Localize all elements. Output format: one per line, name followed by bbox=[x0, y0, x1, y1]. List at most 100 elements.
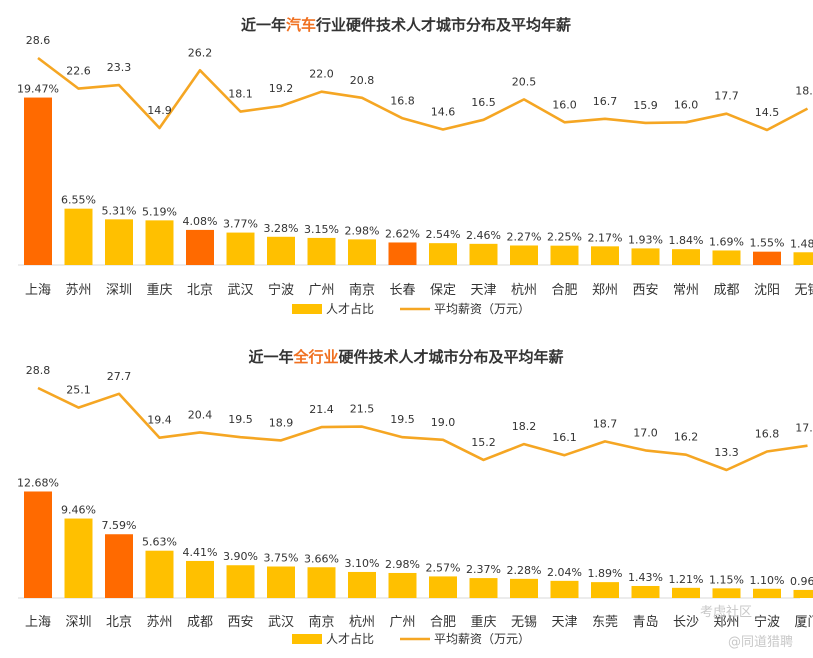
chart1-category-4: 北京 bbox=[187, 283, 213, 298]
chart1-salary-label-18: 14.5 bbox=[755, 106, 780, 119]
chart1-salary-line bbox=[37, 56, 809, 132]
chart2-legend: 人才占比 平均薪资（万元） bbox=[292, 631, 530, 646]
chart2-title-highlight: 全行业 bbox=[292, 348, 338, 366]
chart2-legend-bar-swatch bbox=[292, 634, 322, 644]
chart2-salary-label-5: 19.5 bbox=[228, 413, 253, 426]
chart1-title-highlight: 汽车 bbox=[286, 16, 316, 34]
chart1-bar-12 bbox=[510, 245, 538, 265]
chart1-legend-bar-label: 人才占比 bbox=[326, 301, 374, 316]
chart2-bar-8 bbox=[348, 571, 376, 598]
chart1-salary-label-5: 18.1 bbox=[228, 88, 253, 101]
chart2-category-13: 天津 bbox=[551, 615, 577, 630]
chart1-salary-label-14: 16.7 bbox=[593, 95, 618, 108]
chart1-bar-label-0: 19.47% bbox=[17, 83, 59, 96]
chart1-title-prefix: 近一年 bbox=[241, 16, 286, 34]
chart1-bar-10 bbox=[429, 243, 457, 265]
chart2-category-4: 成都 bbox=[187, 615, 213, 630]
chart1-bar-18 bbox=[753, 251, 781, 265]
chart2-category-3: 苏州 bbox=[146, 614, 172, 630]
chart1-category-5: 武汉 bbox=[227, 283, 253, 298]
chart2-category-11: 重庆 bbox=[470, 614, 496, 630]
chart2-bar-label-2: 7.59% bbox=[102, 519, 137, 532]
chart1-salary-label-2: 23.3 bbox=[107, 61, 132, 74]
chart1-bar-label-3: 5.19% bbox=[142, 205, 177, 218]
chart1-category-16: 常州 bbox=[673, 283, 699, 298]
chart1-category-9: 长春 bbox=[389, 283, 415, 298]
chart2-category-9: 广州 bbox=[389, 615, 415, 630]
chart1-category-15: 西安 bbox=[632, 283, 658, 298]
chart2-bar-7 bbox=[307, 567, 336, 598]
chart2-bar-13 bbox=[550, 580, 579, 598]
chart2-salary-label-18: 16.8 bbox=[755, 427, 780, 440]
chart1-bar-label-9: 2.62% bbox=[385, 227, 420, 240]
chart2-salary-label-8: 21.5 bbox=[350, 403, 375, 416]
chart1-bar-label-15: 1.93% bbox=[628, 233, 663, 246]
chart1-category-19: 无锡 bbox=[794, 283, 813, 298]
chart2-salary-label-0: 28.8 bbox=[26, 364, 51, 377]
chart1-bar-label-4: 4.08% bbox=[183, 215, 218, 228]
chart2-bar-label-19: 0.96% bbox=[790, 575, 813, 588]
chart1-bar-label-14: 2.17% bbox=[588, 231, 623, 244]
chart1-title: 近一年汽车行业硬件技术人才城市分布及平均年薪 bbox=[241, 16, 571, 34]
chart1-salary-label-13: 16.0 bbox=[552, 98, 577, 111]
chart1-bar-label-6: 3.28% bbox=[264, 222, 299, 235]
chart1-salary-label-19: 18.7 bbox=[795, 85, 813, 98]
chart1-bar-16 bbox=[672, 249, 700, 265]
chart2-salary-label-13: 16.1 bbox=[552, 431, 577, 444]
chart1-legend-line-label: 平均薪资（万元） bbox=[434, 302, 530, 316]
chart2-salary-label-3: 19.4 bbox=[147, 414, 172, 427]
chart1-bar-label-11: 2.46% bbox=[466, 229, 501, 242]
chart1-bar-label-2: 5.31% bbox=[102, 204, 137, 217]
chart1-bar-5 bbox=[226, 232, 255, 265]
chart2-title-prefix: 近一年 bbox=[248, 348, 293, 366]
chart2-category-0: 上海 bbox=[25, 615, 51, 630]
chart2-legend-bar-label: 人才占比 bbox=[326, 631, 374, 646]
chart2-bar-label-6: 3.75% bbox=[264, 552, 299, 565]
chart2-bar-label-7: 3.66% bbox=[304, 552, 339, 565]
chart1-bar-2 bbox=[105, 219, 133, 265]
chart2-category-18: 宁波 bbox=[754, 614, 780, 630]
chart2-salary-label-15: 17.0 bbox=[633, 426, 658, 439]
chart2-category-8: 杭州 bbox=[349, 615, 375, 630]
chart2-bar-6 bbox=[267, 566, 295, 598]
chart2-bar-label-9: 2.98% bbox=[385, 558, 420, 571]
chart2-bar-14 bbox=[591, 582, 619, 598]
chart1-bar-3 bbox=[145, 220, 174, 265]
chart2-bar-label-12: 2.28% bbox=[507, 564, 542, 577]
chart1-bar-7 bbox=[307, 237, 336, 265]
chart1-category-10: 保定 bbox=[430, 283, 456, 298]
chart2-salary-label-17: 13.3 bbox=[714, 446, 739, 459]
chart1-category-6: 宁波 bbox=[268, 282, 294, 298]
chart2-salary-line bbox=[37, 386, 808, 472]
chart1-bar-13 bbox=[550, 245, 579, 265]
chart1-category-14: 郑州 bbox=[592, 283, 618, 298]
chart2-category-2: 北京 bbox=[106, 615, 132, 630]
chart2-salary-label-6: 18.9 bbox=[269, 416, 294, 429]
chart1-salary-label-7: 22.0 bbox=[309, 68, 334, 81]
chart2-category-1: 深圳 bbox=[65, 615, 91, 630]
chart2-bar-11 bbox=[469, 578, 498, 598]
chart1-salary-label-10: 14.6 bbox=[431, 105, 456, 118]
chart2-salary-label-4: 20.4 bbox=[188, 408, 213, 421]
chart2-salary-label-19: 17.9 bbox=[795, 422, 813, 435]
chart1-bar-label-7: 3.15% bbox=[304, 223, 339, 236]
chart2-bar-label-17: 1.15% bbox=[709, 573, 744, 586]
chart2-category-7: 南京 bbox=[308, 614, 334, 630]
chart1-bar-label-8: 2.98% bbox=[345, 224, 380, 237]
chart2-salary-label-14: 18.7 bbox=[593, 417, 618, 430]
chart1-salary-label-3: 14.9 bbox=[147, 104, 172, 117]
chart1-salary-label-9: 16.8 bbox=[390, 94, 415, 107]
chart1-bar-4 bbox=[186, 229, 214, 265]
chart1-bar-1 bbox=[64, 208, 93, 265]
chart1-bar-15 bbox=[631, 248, 660, 265]
chart1-salary-label-4: 26.2 bbox=[188, 46, 213, 59]
chart2-salary-label-10: 19.0 bbox=[431, 416, 456, 429]
chart2-salary-label-2: 27.7 bbox=[107, 370, 132, 383]
chart1-bar-0 bbox=[24, 97, 52, 265]
chart1-salary-label-8: 20.8 bbox=[350, 74, 375, 87]
chart1-category-13: 合肥 bbox=[551, 283, 577, 298]
chart1-salary-label-0: 28.6 bbox=[26, 34, 51, 47]
chart2-bar-label-10: 2.57% bbox=[426, 561, 461, 574]
chart2-bar-3 bbox=[145, 550, 174, 598]
